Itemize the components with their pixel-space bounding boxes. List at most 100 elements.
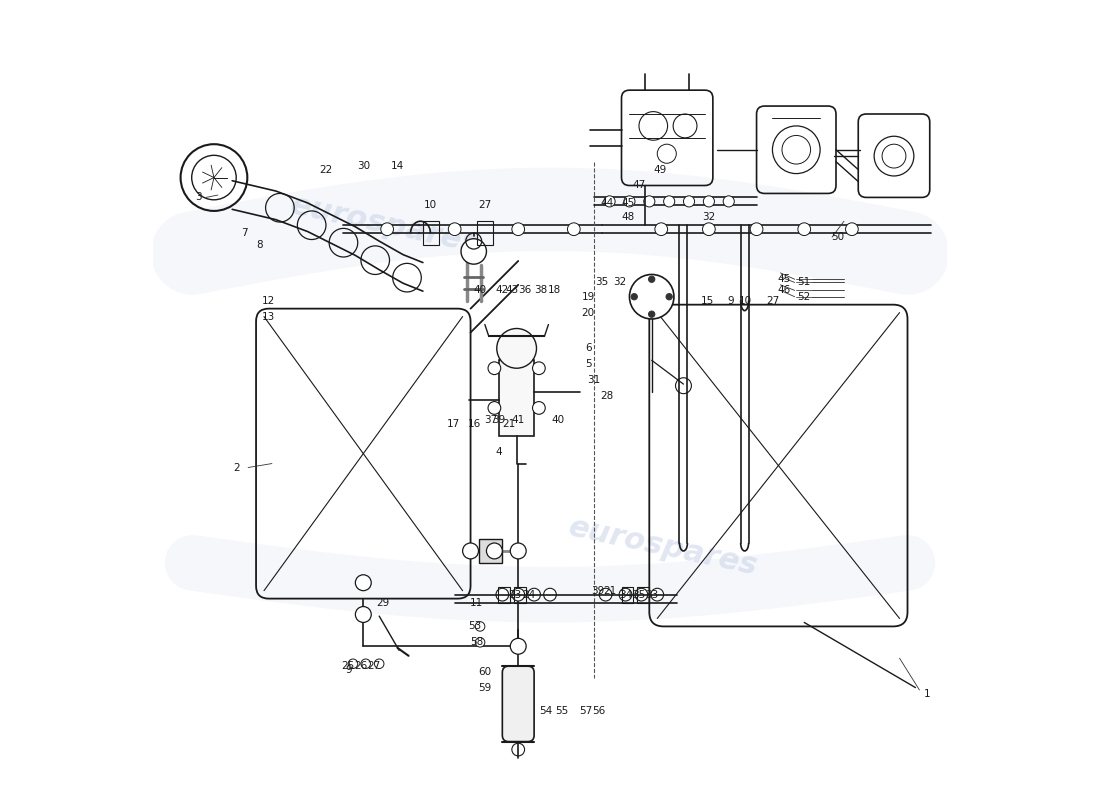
- Circle shape: [703, 223, 715, 235]
- Text: 58: 58: [471, 638, 484, 647]
- Text: 35: 35: [632, 590, 646, 600]
- Text: 27: 27: [367, 661, 381, 671]
- Text: 38: 38: [534, 286, 547, 295]
- Circle shape: [355, 606, 372, 622]
- Text: 56: 56: [593, 706, 606, 717]
- Circle shape: [510, 638, 526, 654]
- Text: 50: 50: [830, 232, 844, 242]
- Circle shape: [510, 543, 526, 559]
- Text: 51: 51: [798, 278, 811, 287]
- Text: 39: 39: [493, 415, 506, 425]
- Text: 1: 1: [924, 689, 931, 699]
- Circle shape: [512, 588, 525, 601]
- Text: 37: 37: [484, 415, 497, 425]
- Text: 49: 49: [653, 165, 667, 174]
- Circle shape: [629, 274, 674, 319]
- Circle shape: [666, 294, 672, 300]
- Text: 10: 10: [739, 296, 752, 306]
- Circle shape: [475, 638, 485, 647]
- Circle shape: [624, 196, 635, 207]
- Bar: [637, 586, 649, 602]
- Circle shape: [532, 362, 546, 374]
- Text: 46: 46: [778, 286, 791, 295]
- Text: eurospares: eurospares: [565, 512, 760, 581]
- Circle shape: [355, 574, 372, 590]
- Text: 32: 32: [702, 212, 715, 222]
- Text: 6: 6: [585, 343, 592, 354]
- Circle shape: [619, 588, 631, 601]
- Text: 52: 52: [798, 292, 811, 302]
- Circle shape: [488, 362, 501, 374]
- Text: 44: 44: [601, 198, 614, 208]
- Text: 23: 23: [508, 590, 521, 600]
- Text: 25: 25: [341, 661, 354, 671]
- Text: 8: 8: [256, 240, 263, 250]
- Text: 16: 16: [468, 419, 481, 429]
- Text: 53: 53: [468, 622, 481, 631]
- Circle shape: [654, 223, 668, 235]
- Circle shape: [532, 402, 546, 414]
- Circle shape: [349, 659, 358, 669]
- Text: 10: 10: [425, 200, 438, 210]
- Text: 4: 4: [496, 446, 503, 457]
- Text: 39: 39: [591, 586, 604, 596]
- Text: 12: 12: [262, 296, 275, 306]
- Text: 17: 17: [447, 419, 460, 429]
- Text: 18: 18: [548, 286, 561, 295]
- Text: 33: 33: [645, 590, 658, 600]
- Bar: [499, 360, 535, 436]
- Circle shape: [649, 276, 654, 282]
- Text: 7: 7: [241, 228, 248, 238]
- Text: 19: 19: [582, 292, 595, 302]
- Circle shape: [663, 196, 674, 207]
- Bar: [478, 539, 503, 563]
- Text: 43: 43: [505, 286, 518, 295]
- Text: 45: 45: [778, 274, 791, 284]
- Text: 15: 15: [701, 296, 714, 306]
- Text: 31: 31: [587, 375, 601, 385]
- Text: 11: 11: [471, 598, 484, 607]
- Bar: [477, 222, 493, 245]
- Text: 9: 9: [345, 665, 352, 675]
- Text: 27: 27: [478, 200, 492, 210]
- Text: 40: 40: [551, 415, 564, 425]
- Bar: [621, 586, 634, 602]
- Circle shape: [475, 622, 485, 631]
- Circle shape: [635, 588, 648, 601]
- Text: 21: 21: [603, 586, 616, 596]
- Text: 54: 54: [539, 706, 552, 717]
- Text: 55: 55: [556, 706, 569, 717]
- Circle shape: [361, 659, 371, 669]
- Bar: [498, 586, 510, 602]
- Circle shape: [496, 588, 508, 601]
- Text: 9: 9: [728, 296, 735, 306]
- Text: 32: 32: [614, 278, 627, 287]
- Circle shape: [486, 543, 503, 559]
- Text: 34: 34: [619, 590, 632, 600]
- Circle shape: [449, 223, 461, 235]
- Circle shape: [488, 402, 501, 414]
- Text: 60: 60: [478, 666, 492, 677]
- Circle shape: [512, 223, 525, 235]
- Text: 57: 57: [579, 706, 593, 717]
- Bar: [422, 222, 439, 245]
- Text: 26: 26: [354, 661, 367, 671]
- Circle shape: [604, 196, 615, 207]
- Text: 5: 5: [585, 359, 592, 370]
- Text: 36: 36: [518, 286, 531, 295]
- Circle shape: [497, 329, 537, 368]
- Circle shape: [750, 223, 763, 235]
- Circle shape: [631, 294, 637, 300]
- Circle shape: [600, 588, 612, 601]
- Text: 42: 42: [496, 286, 509, 295]
- Text: 27: 27: [766, 296, 779, 306]
- Bar: [515, 586, 526, 602]
- Text: 3: 3: [196, 193, 202, 202]
- Text: 41: 41: [512, 415, 525, 425]
- Circle shape: [644, 196, 654, 207]
- Text: eurospares: eurospares: [288, 190, 483, 259]
- Text: 35: 35: [595, 278, 608, 287]
- Text: 30: 30: [356, 161, 370, 170]
- Text: 47: 47: [632, 181, 646, 190]
- Text: 22: 22: [319, 165, 332, 174]
